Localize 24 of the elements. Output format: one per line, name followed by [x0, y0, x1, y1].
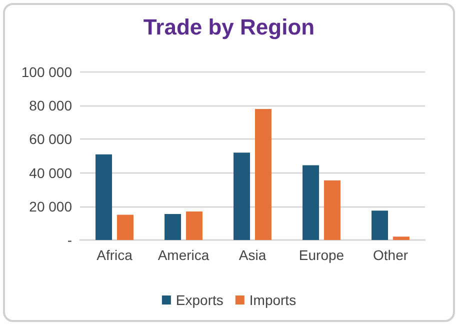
bar: [254, 108, 272, 240]
bar: [164, 214, 182, 240]
x-tick-label: Africa: [96, 247, 133, 263]
legend-label: Exports: [176, 292, 224, 308]
y-tick-label: 60 000: [29, 131, 72, 148]
x-tick-label: America: [158, 247, 210, 263]
bar: [392, 236, 410, 240]
y-tick-label: 80 000: [29, 98, 72, 114]
bar: [324, 180, 340, 240]
y-tick-label: 100 000: [21, 64, 72, 80]
legend-label: Imports: [249, 292, 296, 308]
x-tick-label: Asia: [238, 247, 266, 263]
bar: [186, 211, 202, 240]
bar: [234, 152, 250, 240]
bar: [116, 214, 134, 240]
y-tick-label: 40 000: [29, 164, 72, 181]
bar: [302, 165, 320, 240]
x-tick-label: Other: [372, 247, 408, 263]
bar: [96, 154, 112, 240]
chart-title: Trade by Region: [143, 14, 315, 40]
x-tick-label: Europe: [298, 247, 344, 263]
y-tick-label: -: [67, 232, 72, 248]
bar: [372, 210, 388, 240]
y-tick-label: 20 000: [29, 198, 72, 214]
